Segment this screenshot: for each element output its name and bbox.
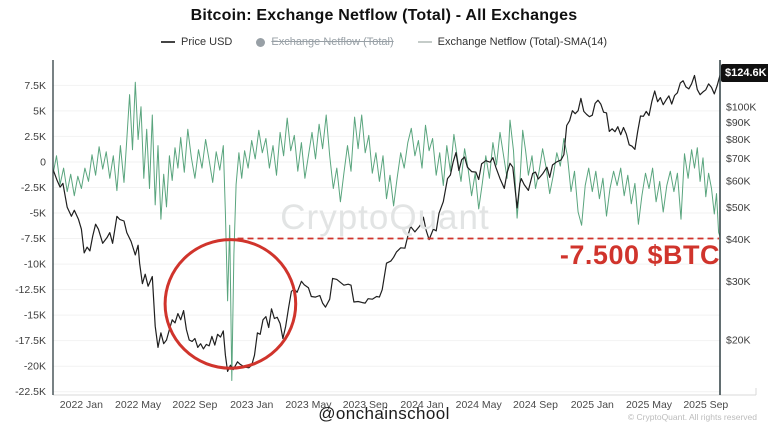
left-axis-tick: 7.5K bbox=[24, 80, 46, 92]
legend-item-exchange-netflow[interactable]: Exchange Netflow (Total) bbox=[256, 36, 394, 48]
right-axis-tick: $70K bbox=[726, 153, 751, 165]
right-axis-tick: $80K bbox=[726, 134, 751, 146]
highlight-circle bbox=[163, 238, 298, 370]
legend-label: Exchange Netflow (Total)-SMA(14) bbox=[437, 36, 607, 48]
right-axis-tick: $20K bbox=[726, 335, 751, 347]
right-axis-tick: $90K bbox=[726, 117, 751, 129]
left-axis-tick: -20K bbox=[24, 361, 46, 373]
x-axis-tick: 2023 Jan bbox=[230, 399, 273, 411]
left-axis-tick: 5K bbox=[33, 105, 46, 117]
x-axis-tick: 2023 May bbox=[285, 399, 332, 411]
sma-line-legend-icon bbox=[417, 41, 432, 43]
x-axis-tick: 2025 May bbox=[626, 399, 673, 411]
price-line-legend-icon bbox=[161, 41, 176, 43]
right-axis-tick: $30K bbox=[726, 276, 751, 288]
chart-title: Bitcoin: Exchange Netflow (Total) - All … bbox=[190, 7, 578, 24]
x-axis-tick: 2022 May bbox=[115, 399, 162, 411]
x-axis-tick: 2025 Jan bbox=[571, 399, 614, 411]
left-axis-tick: -22.5K bbox=[15, 386, 46, 398]
netflow-dot-legend-icon bbox=[256, 37, 266, 47]
last-price-badge: $124.6K bbox=[721, 64, 768, 82]
netflow-threshold-label: -7.500 $BTC bbox=[559, 240, 720, 270]
price-line bbox=[52, 74, 721, 372]
left-axis-tick: -7.5K bbox=[21, 233, 46, 245]
right-axis-tick: $50K bbox=[726, 202, 751, 214]
legend-label: Price USD bbox=[181, 36, 233, 48]
left-axis-tick: -12.5K bbox=[15, 284, 46, 296]
x-axis-tick: 2024 May bbox=[456, 399, 503, 411]
x-axis-tick: 2023 Sep bbox=[343, 399, 388, 411]
legend-item-netflow-sma[interactable]: Exchange Netflow (Total)-SMA(14) bbox=[417, 36, 607, 48]
left-axis-tick: 0 bbox=[40, 157, 46, 169]
right-axis-tick: $40K bbox=[726, 234, 751, 246]
x-axis-tick: 2022 Jan bbox=[60, 399, 103, 411]
right-axis-tick: $60K bbox=[726, 175, 751, 187]
x-axis-tick: 2022 Sep bbox=[172, 399, 217, 411]
right-axis-tick: $100K bbox=[726, 102, 756, 114]
x-axis-tick: 2024 Jan bbox=[400, 399, 443, 411]
netflow-sma-line bbox=[52, 81, 721, 381]
left-axis-tick: -17.5K bbox=[15, 335, 46, 347]
legend-label: Exchange Netflow (Total) bbox=[271, 36, 394, 48]
x-axis-tick: 2025 Sep bbox=[683, 399, 728, 411]
chart-legend: Price USD Exchange Netflow (Total) Excha… bbox=[0, 36, 768, 48]
left-axis-tick: 2.5K bbox=[24, 131, 46, 143]
x-axis-tick: 2024 Sep bbox=[513, 399, 558, 411]
left-axis-tick: -2.5K bbox=[21, 182, 46, 194]
credit-handle: @onchainschool bbox=[318, 404, 450, 423]
copyright-text: © CryptoQuant. All rights reserved bbox=[627, 412, 757, 422]
legend-item-price-usd[interactable]: Price USD bbox=[161, 36, 232, 48]
left-axis-tick: -10K bbox=[24, 259, 46, 271]
left-axis-tick: -5K bbox=[30, 208, 46, 220]
left-axis-tick: -15K bbox=[24, 310, 46, 322]
